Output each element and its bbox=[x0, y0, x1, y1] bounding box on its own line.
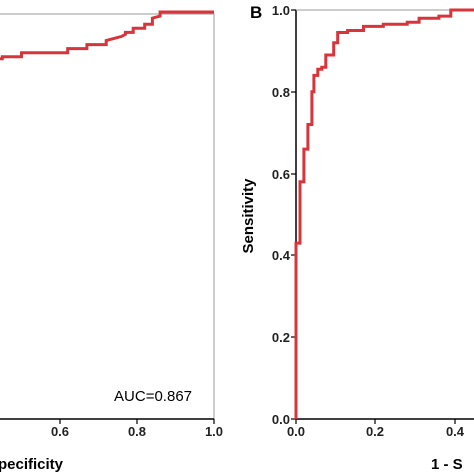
panel-letter-b: B bbox=[250, 3, 262, 22]
x-axis-title-b: 1 - S bbox=[431, 456, 463, 473]
x-tick-label-b-1: 0.2 bbox=[366, 424, 384, 439]
roc-curve-a bbox=[0, 10, 214, 61]
x-axis-title-a: pecificity bbox=[0, 456, 64, 473]
x-tick-label-a-1: 0.8 bbox=[128, 424, 146, 439]
y-tick-label-b-4: 0.8 bbox=[272, 85, 290, 100]
x-ticks-a bbox=[59, 419, 215, 424]
y-tick-label-b-2: 0.4 bbox=[272, 248, 291, 263]
y-tick-labels-b: 0.0 0.2 0.4 0.6 0.8 1.0 bbox=[272, 3, 291, 427]
panel-b: B 0.0 0.2 0.4 0.6 0.8 1.0 0.0 0.2 0.4 Se… bbox=[240, 3, 474, 473]
roc-curve-b bbox=[294, 8, 474, 419]
ticks-b bbox=[291, 9, 456, 424]
auc-annotation: AUC=0.867 bbox=[114, 388, 192, 405]
y-axis-title-b: Sensitivity bbox=[240, 178, 257, 254]
panel-a: 0.6 0.8 1.0 AUC=0.867 pecificity bbox=[0, 10, 223, 473]
x-tick-label-b-2: 0.4 bbox=[446, 424, 465, 439]
y-tick-label-b-5: 1.0 bbox=[272, 3, 290, 18]
plot-frame-a bbox=[0, 13, 215, 420]
x-tick-labels-b: 0.0 0.2 0.4 bbox=[287, 424, 465, 439]
x-tick-label-a-2: 1.0 bbox=[205, 424, 223, 439]
x-tick-labels-a: 0.6 0.8 1.0 bbox=[51, 424, 223, 439]
y-tick-label-b-1: 0.2 bbox=[272, 330, 290, 345]
y-tick-label-b-3: 0.6 bbox=[272, 167, 290, 182]
y-tick-label-b-0: 0.0 bbox=[272, 412, 290, 427]
x-tick-label-a-0: 0.6 bbox=[51, 424, 69, 439]
x-tick-label-b-0: 0.0 bbox=[287, 424, 305, 439]
